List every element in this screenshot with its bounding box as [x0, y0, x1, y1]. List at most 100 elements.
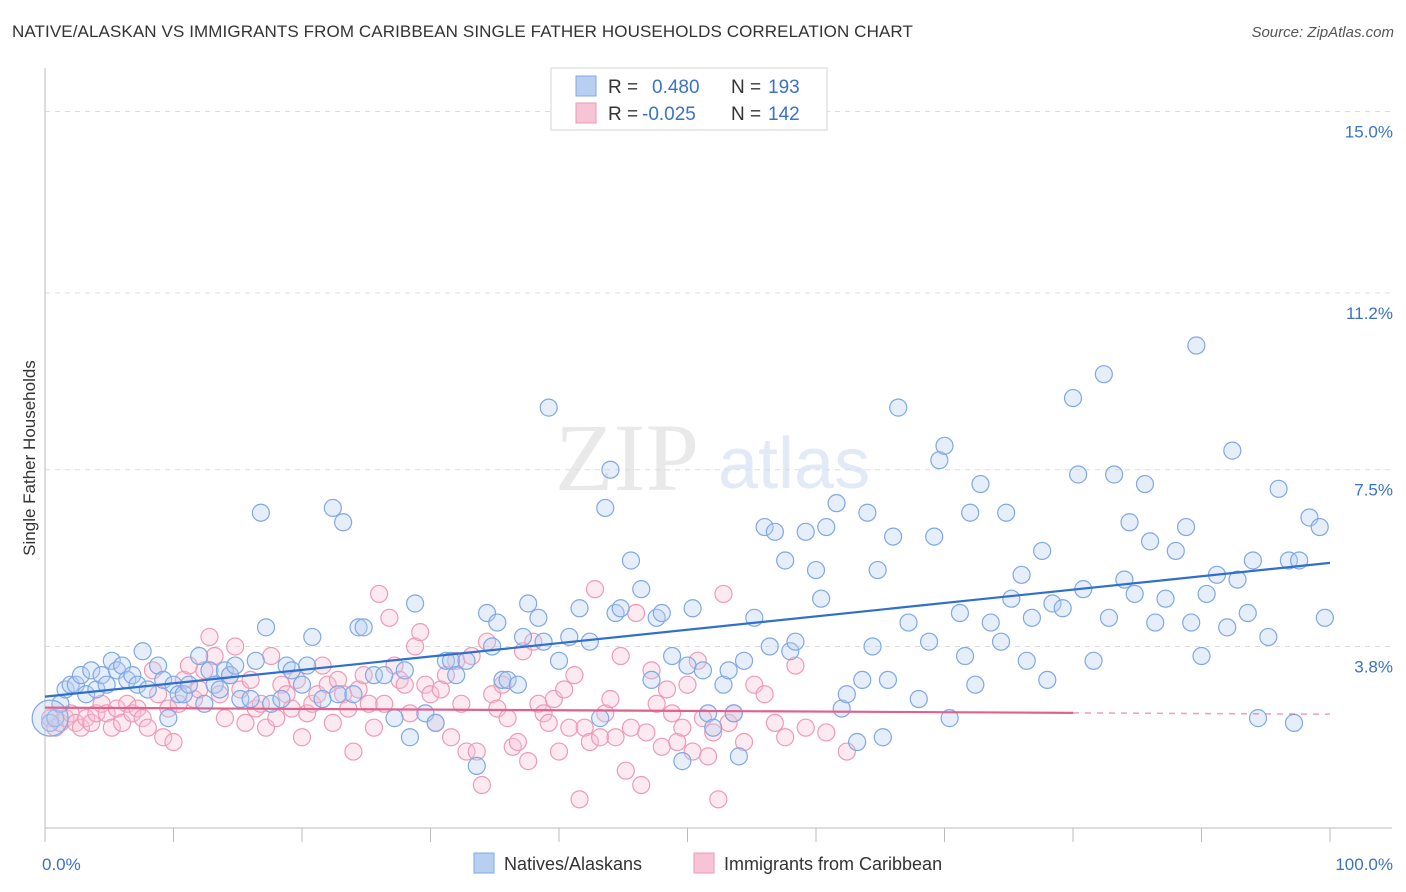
natives-point	[534, 632, 553, 651]
natives-point	[498, 670, 517, 690]
caribbean-point	[611, 646, 630, 666]
natives-point	[1310, 517, 1329, 537]
natives-point	[549, 651, 569, 670]
caribbean-point	[765, 713, 784, 733]
caribbean-point	[457, 742, 476, 761]
natives-trend-line	[44, 561, 1331, 698]
caribbean-point	[647, 694, 666, 713]
legend-n-label-1: N =	[731, 77, 761, 98]
caribbean-point	[133, 709, 152, 728]
caribbean-point	[668, 732, 687, 752]
natives-point	[400, 728, 420, 747]
natives-point	[570, 599, 589, 618]
natives-point	[447, 666, 466, 685]
natives-point	[405, 594, 425, 613]
caribbean-point	[585, 580, 605, 599]
series-natives-points	[31, 336, 1334, 775]
natives-point	[1279, 551, 1298, 570]
natives-point	[786, 632, 805, 651]
caribbean-point	[71, 718, 91, 737]
caribbean-point	[97, 704, 116, 723]
caribbean-point	[817, 723, 836, 742]
caribbean-point	[236, 713, 255, 733]
natives-point	[220, 666, 240, 685]
natives-point	[858, 503, 877, 522]
natives-point	[832, 699, 851, 718]
natives-point	[883, 527, 903, 546]
natives-point	[395, 661, 414, 680]
caribbean-point	[601, 689, 620, 709]
natives-point	[817, 517, 836, 537]
natives-point	[734, 651, 754, 670]
caribbean-point	[626, 603, 646, 623]
caribbean-point	[678, 675, 697, 694]
legend-swatch-pink	[575, 102, 597, 124]
caribbean-trend-line	[44, 706, 1074, 714]
natives-point	[1053, 599, 1072, 618]
caribbean-point	[591, 728, 610, 747]
caribbean-point	[734, 732, 754, 752]
natives-point	[827, 494, 846, 513]
natives-point	[292, 675, 312, 694]
natives-point	[776, 551, 795, 570]
natives-point	[1135, 474, 1155, 494]
natives-point-cluster	[31, 699, 69, 737]
caribbean-point	[580, 732, 599, 752]
legend-r-label-2: R =	[608, 104, 638, 125]
caribbean-point	[642, 661, 661, 680]
natives-point	[981, 613, 1000, 632]
natives-point	[1284, 713, 1304, 733]
caribbean-point	[688, 651, 707, 670]
natives-point	[868, 560, 887, 580]
natives-point	[853, 670, 872, 690]
natives-point	[354, 618, 373, 637]
natives-point	[704, 718, 723, 737]
natives-point	[1069, 465, 1088, 484]
caribbean-point	[102, 718, 121, 737]
natives-point	[889, 398, 908, 417]
y-tick-label-1: 7.5%	[1354, 481, 1393, 500]
natives-point	[714, 675, 733, 694]
legend-r-label-1: R =	[608, 77, 638, 98]
caribbean-point	[519, 752, 538, 771]
natives-point	[863, 637, 882, 656]
caribbean-point	[441, 728, 461, 747]
natives-point	[719, 661, 738, 680]
natives-point	[642, 670, 661, 690]
caribbean-point	[354, 666, 373, 685]
caribbean-point	[436, 666, 456, 685]
caribbean-point	[400, 704, 420, 723]
caribbean-point	[262, 646, 281, 666]
natives-point	[349, 618, 368, 637]
caribbean-point	[405, 637, 425, 656]
natives-point	[344, 685, 363, 704]
caribbean-point	[292, 728, 312, 747]
caribbean-point	[138, 718, 157, 737]
caribbean-point	[205, 646, 224, 666]
caribbean-point	[621, 718, 641, 737]
natives-point	[724, 704, 743, 723]
natives-point	[488, 613, 507, 632]
caribbean-point	[370, 584, 389, 604]
natives-point	[806, 560, 826, 580]
watermark: ZIP atlas	[555, 404, 870, 511]
natives-point	[303, 627, 322, 647]
caribbean-point	[662, 704, 682, 723]
natives-point	[848, 732, 867, 752]
caribbean-point	[364, 718, 384, 737]
legend-n-value-1: 193	[768, 77, 800, 98]
series-caribbean-points	[41, 580, 856, 809]
natives-point	[210, 680, 229, 699]
bottom-legend: Natives/Alaskans Immigrants from Caribbe…	[473, 852, 942, 874]
caribbean-point	[164, 732, 183, 752]
natives-point	[683, 599, 702, 618]
natives-point	[1099, 608, 1119, 627]
natives-point	[174, 685, 193, 704]
natives-point	[698, 704, 718, 723]
natives-point	[71, 666, 91, 685]
caribbean-point	[786, 656, 805, 675]
y-tick-label-2: 11.2%	[1346, 304, 1393, 323]
natives-point	[1197, 584, 1216, 604]
caribbean-point	[565, 666, 584, 685]
natives-point	[919, 632, 939, 651]
